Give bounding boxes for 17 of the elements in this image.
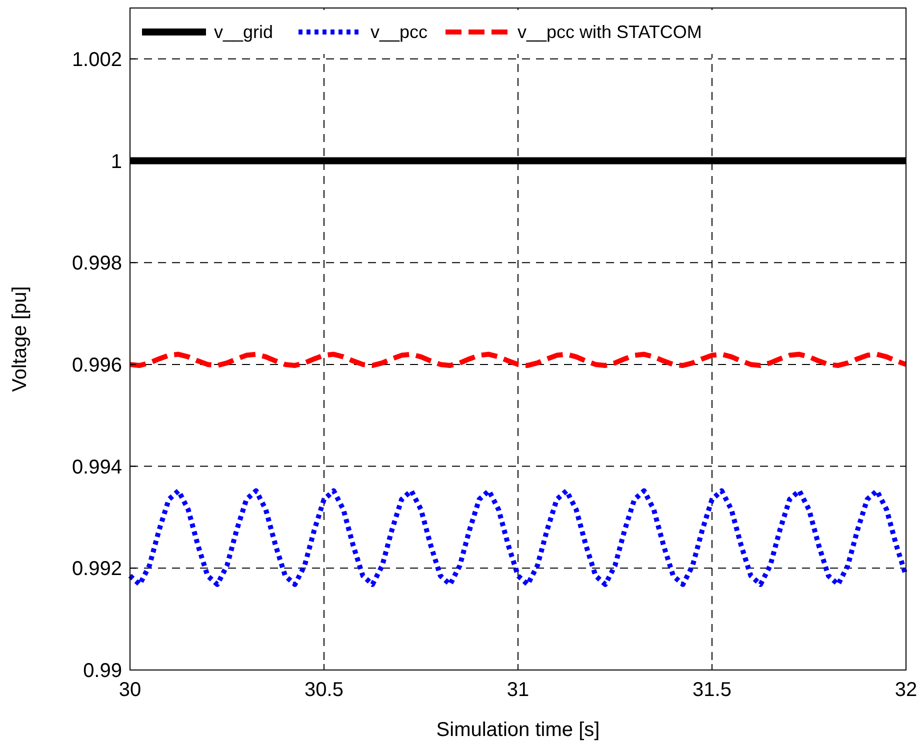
y-tick-label: 0.994 xyxy=(72,456,122,478)
y-tick-label: 0.99 xyxy=(83,660,122,682)
x-tick-label: 30.5 xyxy=(304,679,344,701)
x-tick-label: 31 xyxy=(506,679,530,701)
y-tick-label: 0.998 xyxy=(72,252,122,275)
y-tick-label: 0.992 xyxy=(72,558,122,580)
legend-label: v__grid xyxy=(214,22,274,42)
y-tick-label: 0.996 xyxy=(72,354,122,376)
y-tick-label: 1 xyxy=(110,150,122,173)
x-tick-label: 30 xyxy=(118,679,142,701)
legend-label: v__pcc with STATCOM xyxy=(518,22,702,42)
x-tick-label: 31.5 xyxy=(692,679,732,701)
y-axis-title: Voltage [pu] xyxy=(9,286,31,392)
x-axis-title: Simulation time [s] xyxy=(436,719,600,741)
y-tick-label: 1.002 xyxy=(72,48,122,71)
legend-label: v__pcc xyxy=(370,22,428,42)
x-tick-label: 32 xyxy=(894,679,918,701)
